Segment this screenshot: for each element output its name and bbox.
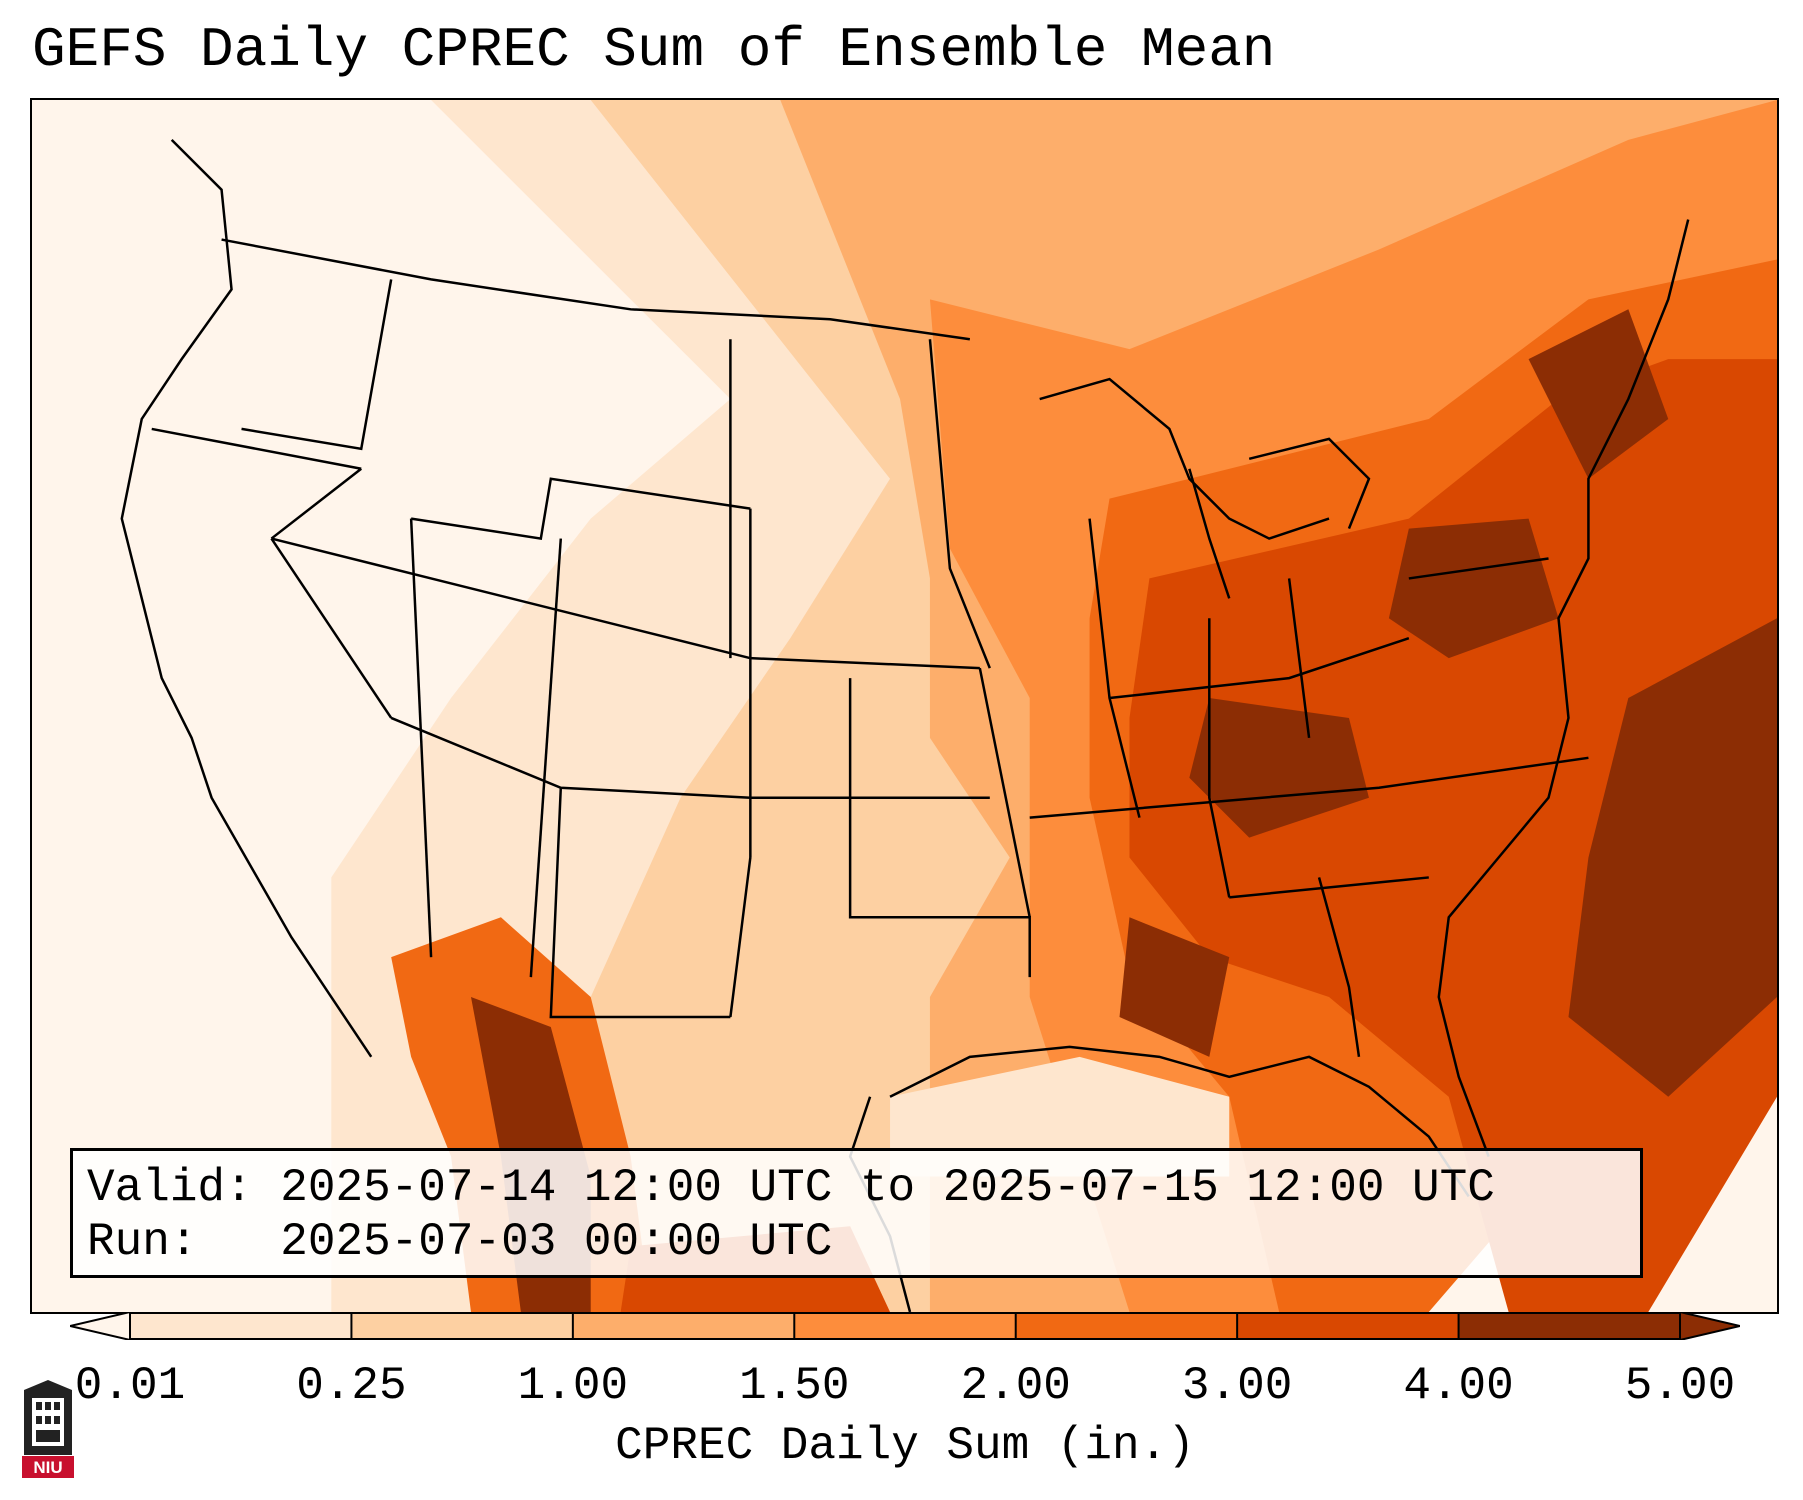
colorbar-tick-label: 2.00 <box>960 1360 1071 1412</box>
colorbar-tick-label: 0.25 <box>296 1360 407 1412</box>
colorbar-extend-high <box>1679 1312 1740 1340</box>
colorbar-label: CPREC Daily Sum (in.) <box>615 1420 1195 1472</box>
colorbar-segment <box>794 1312 1017 1340</box>
colorbar <box>70 1312 1740 1340</box>
run-row: Run: 2025-07-03 00:00 UTC <box>87 1215 1626 1269</box>
run-label: Run: <box>87 1216 198 1268</box>
niu-logo: NIU <box>22 1380 74 1478</box>
valid-row: Valid: 2025-07-14 12:00 UTC to 2025-07-1… <box>87 1161 1626 1215</box>
valid-value: 2025-07-14 12:00 UTC to 2025-07-15 12:00… <box>280 1162 1495 1214</box>
map-panel: Valid: 2025-07-14 12:00 UTC to 2025-07-1… <box>30 98 1779 1314</box>
colorbar-tick-label: 3.00 <box>1181 1360 1293 1412</box>
colorbar-segment <box>351 1312 574 1340</box>
colorbar-extend-low <box>70 1312 131 1340</box>
colorbar-tick-label: 5.00 <box>1624 1360 1736 1412</box>
colorbar-tick-label: 0.01 <box>74 1360 186 1412</box>
colorbar-tick-label: 1.00 <box>517 1360 629 1412</box>
run-value: 2025-07-03 00:00 UTC <box>280 1216 833 1268</box>
colorbar-segment <box>572 1312 795 1340</box>
valid-label: Valid: <box>87 1162 253 1214</box>
colorbar-segment <box>1458 1312 1681 1340</box>
logo-text: NIU <box>33 1458 62 1477</box>
colorbar-segment <box>130 1312 352 1340</box>
map-title: GEFS Daily CPREC Sum of Ensemble Mean <box>32 18 1276 82</box>
colorbar-tick-label: 4.00 <box>1403 1360 1514 1412</box>
precipitation-map <box>32 100 1777 1312</box>
colorbar-segment <box>1237 1312 1460 1340</box>
info-box: Valid: 2025-07-14 12:00 UTC to 2025-07-1… <box>70 1148 1643 1278</box>
colorbar-tick-label: 1.50 <box>739 1360 850 1412</box>
colorbar-segment <box>1015 1312 1238 1340</box>
